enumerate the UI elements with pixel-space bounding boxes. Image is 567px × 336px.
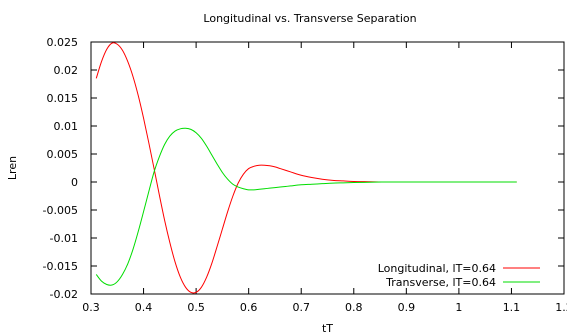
x-tick-label: 0.4: [135, 301, 153, 314]
y-tick-label: 0: [71, 176, 78, 189]
x-tick-label: 0.3: [82, 301, 100, 314]
plot-frame: [90, 41, 565, 295]
axis-ticks: [90, 41, 565, 295]
axis-tick-labels: 0.3 0.4 0.5 0.6 0.7 0.8 0.9 1 1.1 1.2 -0.02 -0.015 -…: [43, 36, 567, 314]
series-line-transverse: [95, 127, 517, 286]
x-tick-label: 1.2: [555, 301, 567, 314]
y-tick-label: -0.005: [43, 204, 78, 217]
y-axis-label: Lren: [6, 156, 19, 180]
x-tick-label: 0.8: [345, 301, 363, 314]
legend-label-longitudinal: Longitudinal, lT=0.64: [378, 262, 496, 275]
y-tick-label: 0.015: [47, 92, 79, 105]
legend-label-transverse: Transverse, lT=0.64: [385, 276, 496, 289]
x-axis-label: tT: [322, 322, 333, 335]
x-tick-label: 0.7: [292, 301, 310, 314]
series-line-longitudinal: [95, 42, 517, 294]
y-tick-label: -0.015: [43, 260, 78, 273]
chart-title: Longitudinal vs. Transverse Separation: [203, 12, 416, 25]
y-tick-label: -0.01: [50, 232, 78, 245]
x-tick-label: 0.9: [398, 301, 416, 314]
y-tick-label: 0.025: [47, 36, 79, 49]
y-tick-label: 0.02: [54, 64, 79, 77]
y-tick-label: 0.01: [54, 120, 79, 133]
x-tick-label: 1: [455, 301, 462, 314]
y-tick-label: 0.005: [47, 148, 79, 161]
x-tick-label: 1.1: [503, 301, 521, 314]
series-lines: [95, 42, 517, 294]
x-tick-label: 0.5: [187, 301, 205, 314]
y-tick-label: -0.02: [50, 288, 78, 301]
legend: Longitudinal, lT=0.64 Transverse, lT=0.6…: [378, 262, 540, 289]
x-tick-label: 0.6: [240, 301, 258, 314]
